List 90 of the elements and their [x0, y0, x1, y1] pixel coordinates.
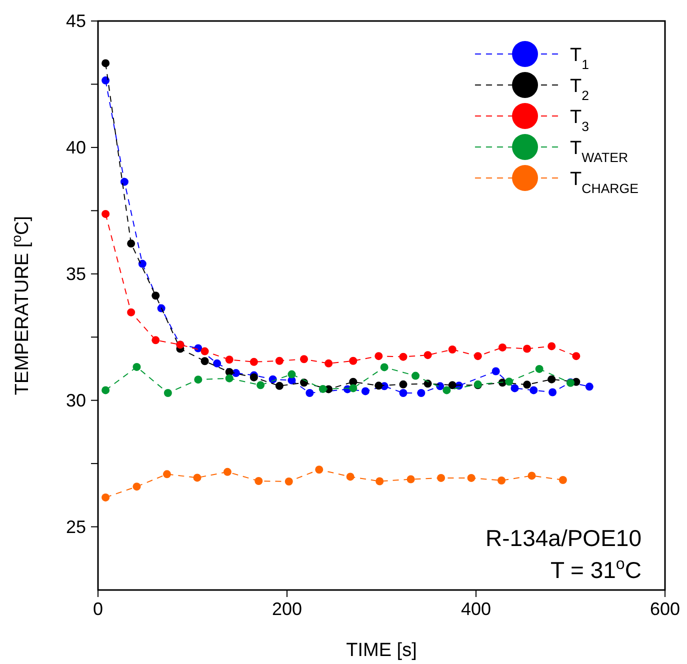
legend-label: T$_{WATER}$ [570, 138, 628, 164]
point [510, 384, 519, 392]
annotation: T = 31$^{o}$C [550, 555, 642, 583]
point [164, 389, 172, 397]
point [162, 470, 171, 478]
point [380, 363, 388, 372]
point [256, 381, 265, 390]
point [399, 389, 408, 397]
point [254, 477, 263, 486]
point [193, 474, 202, 482]
point [548, 388, 557, 396]
point [346, 472, 354, 481]
point [399, 380, 408, 388]
point [225, 356, 234, 364]
point [467, 474, 476, 482]
point [448, 381, 456, 390]
point [152, 292, 160, 300]
point [275, 356, 284, 365]
point [492, 367, 500, 376]
y-tick-label: 45 [66, 11, 86, 31]
point [498, 343, 506, 352]
point [523, 380, 532, 389]
point [548, 375, 556, 384]
point [152, 336, 160, 344]
point [306, 389, 314, 397]
point [102, 59, 110, 68]
point [102, 493, 110, 502]
point [474, 352, 482, 360]
point [200, 347, 209, 356]
point [442, 386, 451, 394]
point [213, 359, 222, 368]
point [102, 76, 110, 84]
point [127, 308, 136, 316]
point [315, 466, 324, 474]
point [138, 260, 146, 268]
point [417, 389, 426, 397]
point [200, 357, 209, 366]
y-tick-label: 40 [66, 137, 86, 158]
x-tick-label: 400 [460, 599, 492, 619]
point [127, 240, 136, 248]
point [498, 476, 506, 484]
point [374, 382, 383, 390]
point [399, 352, 408, 361]
annotation: R-134a/POE10 [486, 525, 642, 551]
x-axis-title: TIME [s] [346, 640, 417, 661]
point [223, 468, 232, 476]
point [318, 384, 327, 393]
y-tick-label: 30 [66, 390, 86, 410]
point [424, 380, 432, 388]
point [194, 376, 202, 384]
x-tick-label: 600 [650, 599, 680, 619]
point [288, 370, 296, 378]
legend-label: T$_{2}$ [570, 76, 590, 102]
y-tick-label: 25 [66, 516, 86, 537]
point [284, 478, 293, 486]
point [225, 374, 234, 382]
point [412, 372, 420, 380]
legend-label: T$_{1}$ [570, 45, 590, 72]
point [132, 482, 141, 491]
point [102, 386, 110, 394]
point [572, 352, 580, 360]
point [585, 382, 594, 391]
point [300, 355, 308, 364]
point [548, 342, 556, 350]
point [275, 382, 284, 390]
point [349, 384, 358, 392]
point [102, 210, 110, 218]
point [349, 356, 358, 365]
point [250, 358, 258, 366]
point [374, 352, 383, 360]
point [120, 178, 128, 186]
point [448, 346, 456, 354]
legend-label: T$_{3}$ [570, 107, 590, 134]
point [324, 359, 333, 368]
point [530, 386, 538, 394]
point [528, 472, 536, 480]
x-tick-label: 0 [92, 599, 104, 619]
point [505, 378, 514, 386]
y-tick-label: 35 [66, 264, 86, 284]
legend-label: T$_{CHARGE}$ [570, 169, 639, 196]
point [535, 364, 544, 373]
x-tick-label: 200 [272, 599, 302, 619]
point [132, 362, 141, 371]
point [406, 475, 415, 484]
point [424, 351, 432, 360]
point [437, 474, 446, 482]
point [558, 476, 567, 484]
point [523, 344, 532, 353]
point [361, 387, 370, 396]
point [376, 477, 384, 486]
